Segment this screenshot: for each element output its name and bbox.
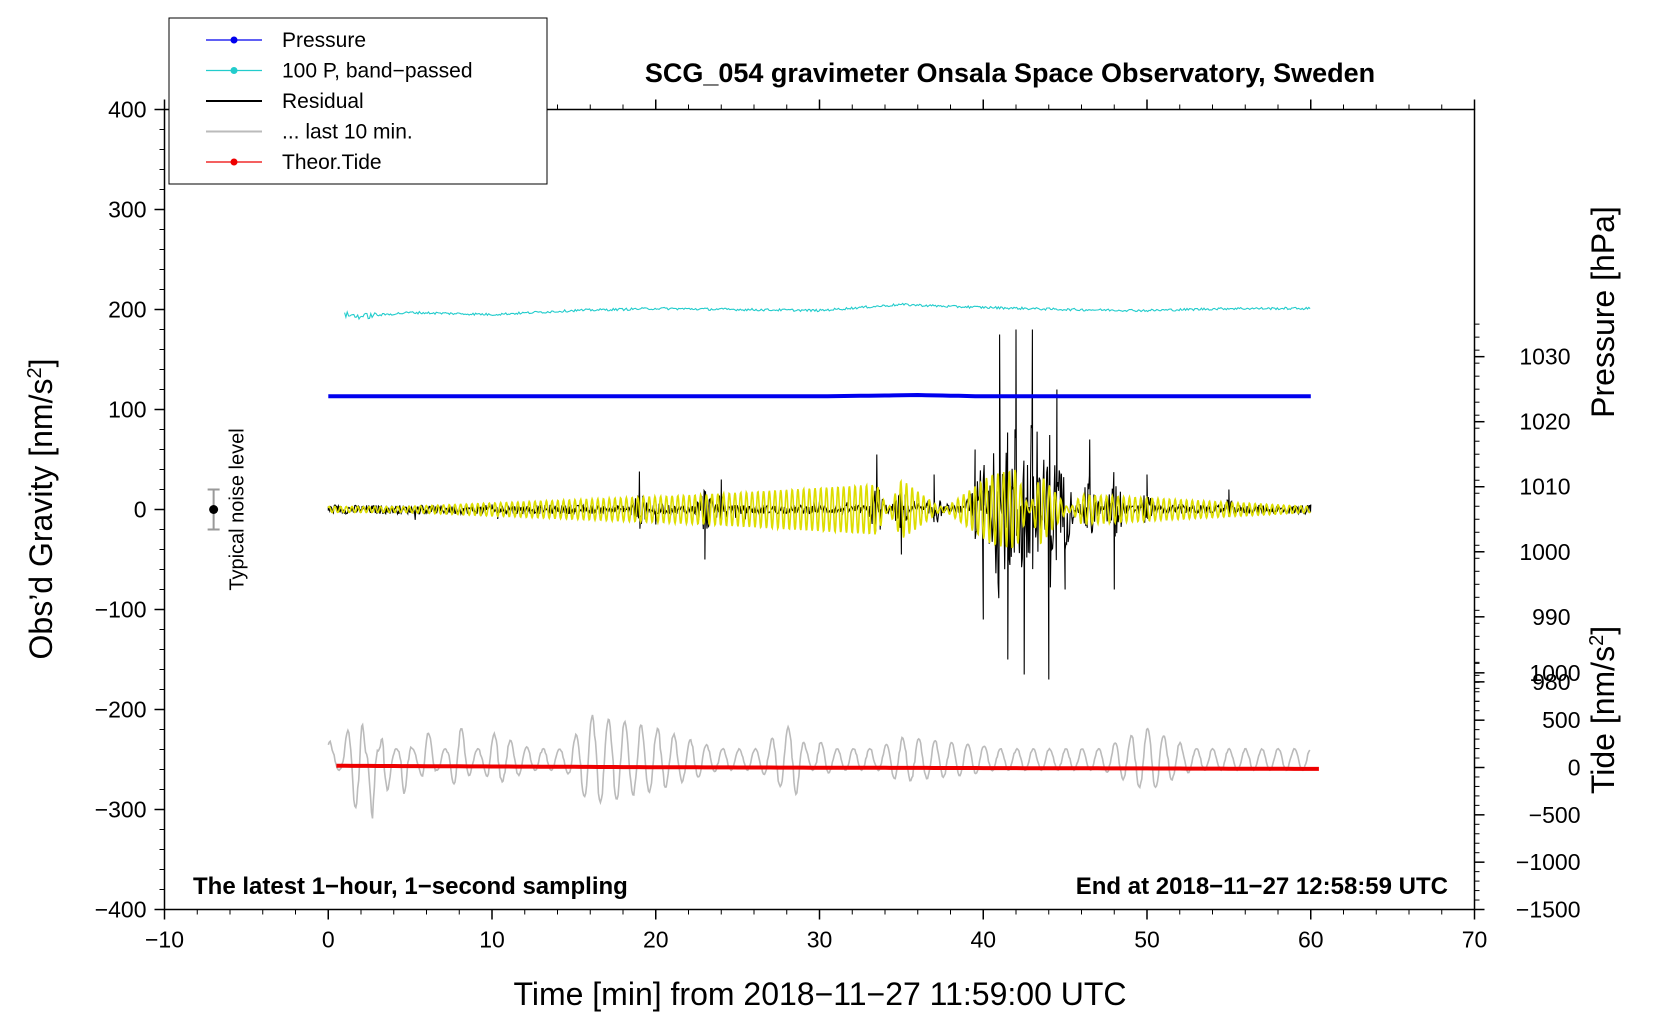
noise-level-indicator: Typical noise level <box>207 428 249 591</box>
axes-layer: −10 0 10 20 30 40 50 60 70−400−300−200−100010020… <box>95 97 1581 953</box>
noise-level-dot <box>209 505 219 514</box>
y-tick-label-400: 400 <box>108 97 146 123</box>
y-tick-label-100: −100 <box>95 597 147 623</box>
legend-label-theor-tide: Theor.Tide <box>282 151 382 174</box>
series-pressure <box>328 392 1311 399</box>
y-tick-label-100: 100 <box>108 397 146 423</box>
annotation-end-time: End at 2018−11−27 12:58:59 UTC <box>1076 873 1448 900</box>
x-tick-label-60: 60 <box>1298 927 1324 953</box>
y-axis-title-pressure: Pressure [hPa] <box>1585 206 1621 418</box>
legend-marker-theor-tide <box>230 158 238 166</box>
y-tick-label-300: −300 <box>95 797 147 823</box>
tide-tick-label-0: 0 <box>1568 755 1581 781</box>
chart-title: SCG_054 gravimeter Onsala Space Observat… <box>645 58 1375 88</box>
tide-tick-label-1500: −1500 <box>1516 897 1581 923</box>
legend: Pressure 100 P, band−passed Residual ... la… <box>168 17 548 185</box>
y-tick-label-0: 0 <box>134 497 147 523</box>
y-tick-label-400: −400 <box>95 897 147 923</box>
series-band-passed-pressure <box>344 302 1311 321</box>
legend-marker-pressure <box>230 36 238 44</box>
tide-tick-label-1000: 1000 <box>1529 660 1580 686</box>
pressure-tick-label-1010: 1010 <box>1519 474 1570 500</box>
x-tick-label-0: 0 <box>322 927 335 953</box>
x-tick-label-40: 40 <box>970 927 996 953</box>
y-tick-label-200: −200 <box>95 697 147 723</box>
legend-label-pressure: Pressure <box>282 29 366 52</box>
legend-label-last-10-min: ... last 10 min. <box>282 121 413 144</box>
x-tick-label-10: 10 <box>479 927 505 953</box>
series-last-10-min <box>327 714 1311 819</box>
x-tick-label-70: 70 <box>1462 927 1488 953</box>
x-tick-label-10: −10 <box>145 927 184 953</box>
tide-tick-label-1000: −1000 <box>1516 849 1581 875</box>
tide-tick-label-500: −500 <box>1529 802 1581 828</box>
legend-label-residual: Residual <box>282 90 364 113</box>
legend-label-100-p-band-passed: 100 P, band−passed <box>282 60 473 83</box>
x-tick-label-30: 30 <box>807 927 833 953</box>
y-tick-label-300: 300 <box>108 197 146 223</box>
noise-level-label: Typical noise level <box>227 428 249 590</box>
series-filtered-residual <box>327 469 1311 549</box>
pressure-tick-label-1020: 1020 <box>1519 409 1570 435</box>
pressure-tick-label-990: 990 <box>1532 604 1570 630</box>
x-tick-label-20: 20 <box>643 927 669 953</box>
x-tick-label-50: 50 <box>1134 927 1160 953</box>
pressure-tick-label-1000: 1000 <box>1519 539 1570 565</box>
legend-marker-100-p-band-passed <box>230 67 238 74</box>
pressure-tick-label-1030: 1030 <box>1519 344 1570 370</box>
y-axis-title-gravity: Obs’d Gravity [nm/s2] <box>23 359 59 660</box>
y-axis-title-tide: Tide [nm/s2] <box>1585 626 1621 794</box>
series-theor-tide <box>336 763 1319 771</box>
y-tick-label-200: 200 <box>108 297 146 323</box>
pressure-tick-label-980: 980 <box>1532 669 1570 695</box>
tide-tick-label-500: 500 <box>1542 707 1580 733</box>
series-layer <box>327 302 1319 819</box>
x-axis-title: Time [min] from 2018−11−27 11:59:00 UTC <box>513 976 1126 1012</box>
annotation-sampling: The latest 1−hour, 1−second sampling <box>193 873 628 900</box>
